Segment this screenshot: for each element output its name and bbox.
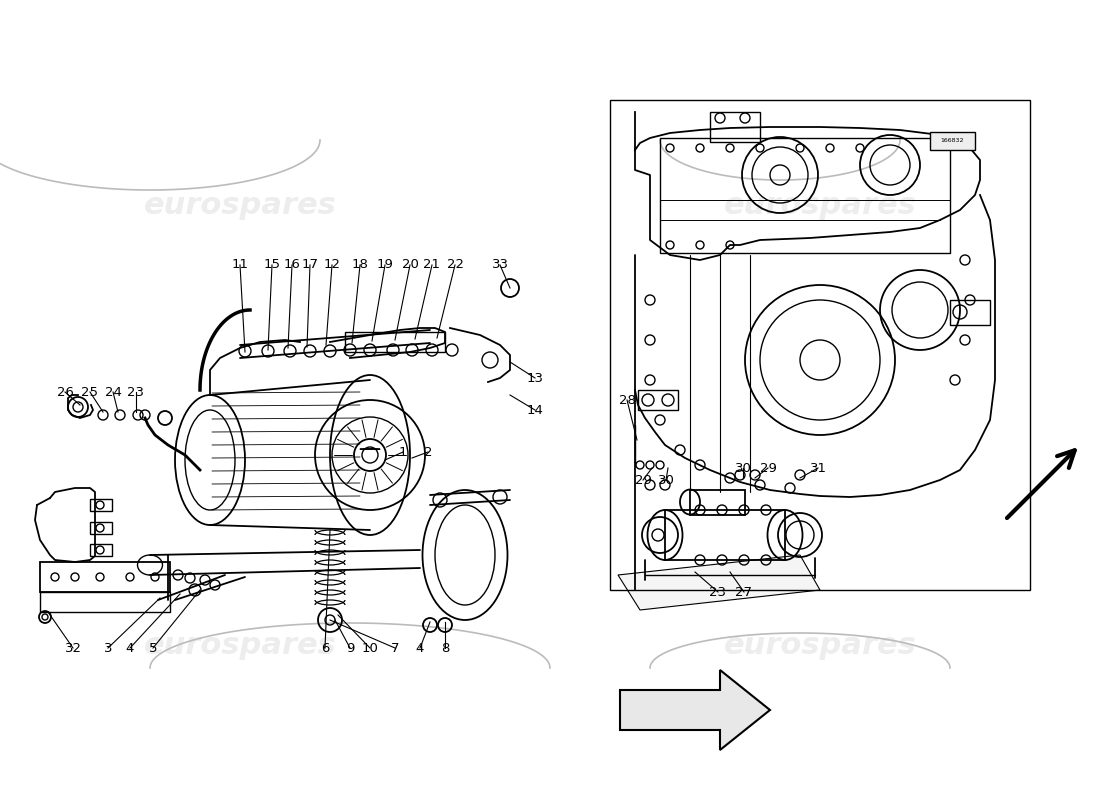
- Polygon shape: [620, 670, 770, 750]
- Text: 15: 15: [264, 258, 280, 271]
- Bar: [930, 132, 975, 150]
- Text: 11: 11: [231, 258, 249, 271]
- Bar: [40, 562, 170, 592]
- Text: 21: 21: [424, 258, 440, 271]
- Bar: [90, 522, 112, 534]
- Text: 14: 14: [527, 403, 543, 417]
- Bar: [666, 510, 785, 560]
- Text: 4: 4: [125, 642, 134, 654]
- Text: 12: 12: [323, 258, 341, 271]
- Text: 6: 6: [321, 642, 329, 654]
- Text: 16: 16: [284, 258, 300, 271]
- Bar: [90, 499, 112, 511]
- Text: 19: 19: [376, 258, 394, 271]
- Bar: [950, 300, 990, 325]
- Text: eurospares: eurospares: [144, 630, 337, 659]
- Text: 32: 32: [65, 642, 81, 654]
- Text: 2: 2: [424, 446, 432, 458]
- Text: 25: 25: [81, 386, 99, 398]
- Text: 22: 22: [447, 258, 463, 271]
- Text: 29: 29: [635, 474, 651, 486]
- Bar: [345, 332, 446, 352]
- Text: 27: 27: [736, 586, 752, 598]
- Text: 26: 26: [56, 386, 74, 398]
- Text: 166832: 166832: [940, 138, 964, 143]
- Text: 4: 4: [416, 642, 425, 654]
- Text: 8: 8: [441, 642, 449, 654]
- Text: 18: 18: [352, 258, 368, 271]
- Polygon shape: [618, 555, 820, 610]
- Text: eurospares: eurospares: [724, 190, 916, 219]
- Text: 3: 3: [103, 642, 112, 654]
- Bar: [690, 490, 745, 515]
- Text: 29: 29: [760, 462, 777, 474]
- Text: 5: 5: [148, 642, 157, 654]
- Bar: [610, 100, 1030, 590]
- Bar: [40, 592, 170, 612]
- Text: 23: 23: [128, 386, 144, 398]
- Bar: [660, 138, 950, 253]
- Bar: [710, 112, 760, 142]
- Text: 28: 28: [618, 394, 636, 406]
- Text: 17: 17: [301, 258, 319, 271]
- Text: eurospares: eurospares: [724, 630, 916, 659]
- Bar: [90, 544, 112, 556]
- Text: 31: 31: [810, 462, 826, 474]
- Text: 7: 7: [390, 642, 399, 654]
- Text: eurospares: eurospares: [144, 190, 337, 219]
- Text: 23: 23: [710, 586, 726, 598]
- Text: 1: 1: [398, 446, 407, 458]
- Text: 24: 24: [104, 386, 121, 398]
- Text: 33: 33: [492, 258, 508, 271]
- Text: 30: 30: [658, 474, 674, 486]
- Text: 30: 30: [735, 462, 751, 474]
- Text: 9: 9: [345, 642, 354, 654]
- Text: 10: 10: [362, 642, 378, 654]
- Bar: [638, 390, 678, 410]
- Text: 20: 20: [402, 258, 418, 271]
- Text: 13: 13: [527, 371, 543, 385]
